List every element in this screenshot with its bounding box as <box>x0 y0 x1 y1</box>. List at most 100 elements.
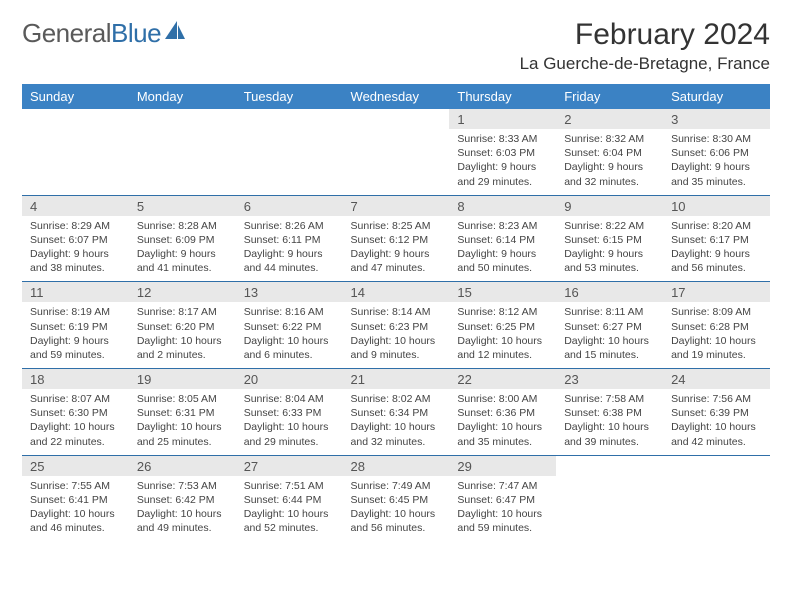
day-info-cell: Sunrise: 8:28 AMSunset: 6:09 PMDaylight:… <box>129 216 236 282</box>
sunset-text: Sunset: 6:47 PM <box>457 493 548 507</box>
daylight-text: Daylight: 10 hours and 49 minutes. <box>137 507 228 535</box>
week-daynum-row: 2526272829 <box>22 455 770 476</box>
sunset-text: Sunset: 6:06 PM <box>671 146 762 160</box>
sunset-text: Sunset: 6:34 PM <box>351 406 442 420</box>
daylight-text: Daylight: 9 hours and 50 minutes. <box>457 247 548 275</box>
sunset-text: Sunset: 6:25 PM <box>457 320 548 334</box>
daylight-text: Daylight: 10 hours and 19 minutes. <box>671 334 762 362</box>
daylight-text: Daylight: 10 hours and 46 minutes. <box>30 507 121 535</box>
day-info-cell: Sunrise: 8:23 AMSunset: 6:14 PMDaylight:… <box>449 216 556 282</box>
day-number-cell: 24 <box>663 369 770 390</box>
day-info-cell <box>343 129 450 195</box>
day-info-cell <box>129 129 236 195</box>
sunset-text: Sunset: 6:31 PM <box>137 406 228 420</box>
daylight-text: Daylight: 10 hours and 56 minutes. <box>351 507 442 535</box>
sunrise-text: Sunrise: 7:58 AM <box>564 392 655 406</box>
day-info-cell <box>22 129 129 195</box>
header: GeneralBlue February 2024 La Guerche-de-… <box>22 18 770 74</box>
day-number-cell <box>236 109 343 129</box>
day-number-cell: 23 <box>556 369 663 390</box>
daylight-text: Daylight: 9 hours and 59 minutes. <box>30 334 121 362</box>
day-info-cell <box>556 476 663 542</box>
sunrise-text: Sunrise: 8:32 AM <box>564 132 655 146</box>
sunrise-text: Sunrise: 7:55 AM <box>30 479 121 493</box>
week-info-row: Sunrise: 8:33 AMSunset: 6:03 PMDaylight:… <box>22 129 770 195</box>
day-number-cell: 15 <box>449 282 556 303</box>
day-number-cell: 20 <box>236 369 343 390</box>
sunrise-text: Sunrise: 8:19 AM <box>30 305 121 319</box>
month-title: February 2024 <box>520 18 770 52</box>
sunset-text: Sunset: 6:38 PM <box>564 406 655 420</box>
day-info-cell: Sunrise: 7:53 AMSunset: 6:42 PMDaylight:… <box>129 476 236 542</box>
sunrise-text: Sunrise: 8:22 AM <box>564 219 655 233</box>
day-header: Tuesday <box>236 84 343 109</box>
day-header-row: Sunday Monday Tuesday Wednesday Thursday… <box>22 84 770 109</box>
day-number-cell: 9 <box>556 195 663 216</box>
day-number-cell: 6 <box>236 195 343 216</box>
title-block: February 2024 La Guerche-de-Bretagne, Fr… <box>520 18 770 74</box>
sunrise-text: Sunrise: 8:09 AM <box>671 305 762 319</box>
daylight-text: Daylight: 10 hours and 9 minutes. <box>351 334 442 362</box>
day-info-cell: Sunrise: 8:32 AMSunset: 6:04 PMDaylight:… <box>556 129 663 195</box>
day-number-cell: 25 <box>22 455 129 476</box>
calendar-table: Sunday Monday Tuesday Wednesday Thursday… <box>22 84 770 542</box>
sunset-text: Sunset: 6:11 PM <box>244 233 335 247</box>
sunrise-text: Sunrise: 8:14 AM <box>351 305 442 319</box>
daylight-text: Daylight: 10 hours and 32 minutes. <box>351 420 442 448</box>
daylight-text: Daylight: 10 hours and 42 minutes. <box>671 420 762 448</box>
sunrise-text: Sunrise: 8:26 AM <box>244 219 335 233</box>
sunset-text: Sunset: 6:42 PM <box>137 493 228 507</box>
day-info-cell: Sunrise: 8:12 AMSunset: 6:25 PMDaylight:… <box>449 302 556 368</box>
sunrise-text: Sunrise: 8:04 AM <box>244 392 335 406</box>
day-info-cell: Sunrise: 8:04 AMSunset: 6:33 PMDaylight:… <box>236 389 343 455</box>
day-number-cell: 13 <box>236 282 343 303</box>
day-info-cell: Sunrise: 7:51 AMSunset: 6:44 PMDaylight:… <box>236 476 343 542</box>
week-info-row: Sunrise: 7:55 AMSunset: 6:41 PMDaylight:… <box>22 476 770 542</box>
daylight-text: Daylight: 10 hours and 29 minutes. <box>244 420 335 448</box>
sunset-text: Sunset: 6:23 PM <box>351 320 442 334</box>
day-header: Wednesday <box>343 84 450 109</box>
daylight-text: Daylight: 10 hours and 12 minutes. <box>457 334 548 362</box>
day-info-cell: Sunrise: 8:29 AMSunset: 6:07 PMDaylight:… <box>22 216 129 282</box>
sunset-text: Sunset: 6:39 PM <box>671 406 762 420</box>
location: La Guerche-de-Bretagne, France <box>520 54 770 74</box>
daylight-text: Daylight: 10 hours and 39 minutes. <box>564 420 655 448</box>
logo-text-general: General <box>22 18 111 49</box>
day-info-cell: Sunrise: 8:02 AMSunset: 6:34 PMDaylight:… <box>343 389 450 455</box>
week-info-row: Sunrise: 8:07 AMSunset: 6:30 PMDaylight:… <box>22 389 770 455</box>
daylight-text: Daylight: 9 hours and 53 minutes. <box>564 247 655 275</box>
day-number-cell: 16 <box>556 282 663 303</box>
day-number-cell: 12 <box>129 282 236 303</box>
sunset-text: Sunset: 6:14 PM <box>457 233 548 247</box>
day-number-cell: 29 <box>449 455 556 476</box>
sunrise-text: Sunrise: 8:25 AM <box>351 219 442 233</box>
sunset-text: Sunset: 6:27 PM <box>564 320 655 334</box>
sunrise-text: Sunrise: 7:49 AM <box>351 479 442 493</box>
day-number-cell: 19 <box>129 369 236 390</box>
daylight-text: Daylight: 9 hours and 29 minutes. <box>457 160 548 188</box>
week-info-row: Sunrise: 8:19 AMSunset: 6:19 PMDaylight:… <box>22 302 770 368</box>
day-number-cell <box>129 109 236 129</box>
daylight-text: Daylight: 9 hours and 47 minutes. <box>351 247 442 275</box>
sunset-text: Sunset: 6:07 PM <box>30 233 121 247</box>
day-info-cell: Sunrise: 8:00 AMSunset: 6:36 PMDaylight:… <box>449 389 556 455</box>
sunrise-text: Sunrise: 8:07 AM <box>30 392 121 406</box>
day-number-cell: 10 <box>663 195 770 216</box>
daylight-text: Daylight: 10 hours and 15 minutes. <box>564 334 655 362</box>
daylight-text: Daylight: 10 hours and 35 minutes. <box>457 420 548 448</box>
day-number-cell: 3 <box>663 109 770 129</box>
day-number-cell: 14 <box>343 282 450 303</box>
day-number-cell: 18 <box>22 369 129 390</box>
day-info-cell: Sunrise: 8:33 AMSunset: 6:03 PMDaylight:… <box>449 129 556 195</box>
daylight-text: Daylight: 10 hours and 25 minutes. <box>137 420 228 448</box>
day-info-cell: Sunrise: 7:58 AMSunset: 6:38 PMDaylight:… <box>556 389 663 455</box>
logo-text-blue: Blue <box>111 18 161 49</box>
day-info-cell: Sunrise: 8:19 AMSunset: 6:19 PMDaylight:… <box>22 302 129 368</box>
week-daynum-row: 123 <box>22 109 770 129</box>
day-info-cell: Sunrise: 8:09 AMSunset: 6:28 PMDaylight:… <box>663 302 770 368</box>
day-number-cell: 1 <box>449 109 556 129</box>
sail-icon <box>163 17 187 48</box>
sunrise-text: Sunrise: 7:53 AM <box>137 479 228 493</box>
day-header: Sunday <box>22 84 129 109</box>
sunset-text: Sunset: 6:17 PM <box>671 233 762 247</box>
